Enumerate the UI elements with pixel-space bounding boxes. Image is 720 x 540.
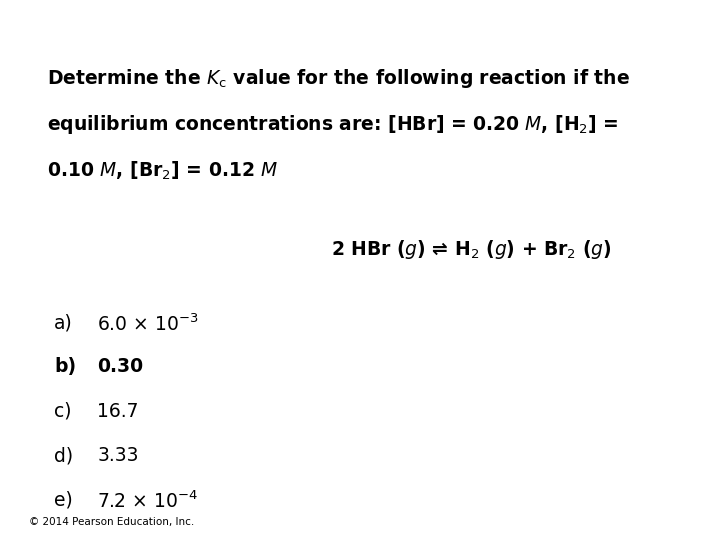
- Text: © 2014 Pearson Education, Inc.: © 2014 Pearson Education, Inc.: [29, 516, 194, 526]
- Text: 6.0 × 10$^{-3}$: 6.0 × 10$^{-3}$: [97, 313, 199, 335]
- Text: 0.10 $\mathit{M}$, [Br$_2$] = 0.12 $\mathit{M}$: 0.10 $\mathit{M}$, [Br$_2$] = 0.12 $\mat…: [47, 159, 279, 181]
- Text: c): c): [54, 402, 71, 421]
- Text: 7.2 × 10$^{-4}$: 7.2 × 10$^{-4}$: [97, 490, 198, 512]
- Text: Determine the $\mathit{K}_{\mathrm{c}}$ value for the following reaction if the: Determine the $\mathit{K}_{\mathrm{c}}$ …: [47, 68, 630, 91]
- Text: a): a): [54, 313, 73, 332]
- Text: b): b): [54, 357, 76, 376]
- Text: 3.33: 3.33: [97, 446, 139, 465]
- Text: equilibrium concentrations are: [HBr] = 0.20 $\mathit{M}$, [H$_2$] =: equilibrium concentrations are: [HBr] = …: [47, 113, 618, 137]
- Text: 0.30: 0.30: [97, 357, 143, 376]
- Text: 2 HBr ($g$) ⇌ H$_2$ ($g$) + Br$_2$ ($g$): 2 HBr ($g$) ⇌ H$_2$ ($g$) + Br$_2$ ($g$): [331, 238, 612, 261]
- Text: e): e): [54, 490, 73, 509]
- Text: d): d): [54, 446, 73, 465]
- Text: 16.7: 16.7: [97, 402, 139, 421]
